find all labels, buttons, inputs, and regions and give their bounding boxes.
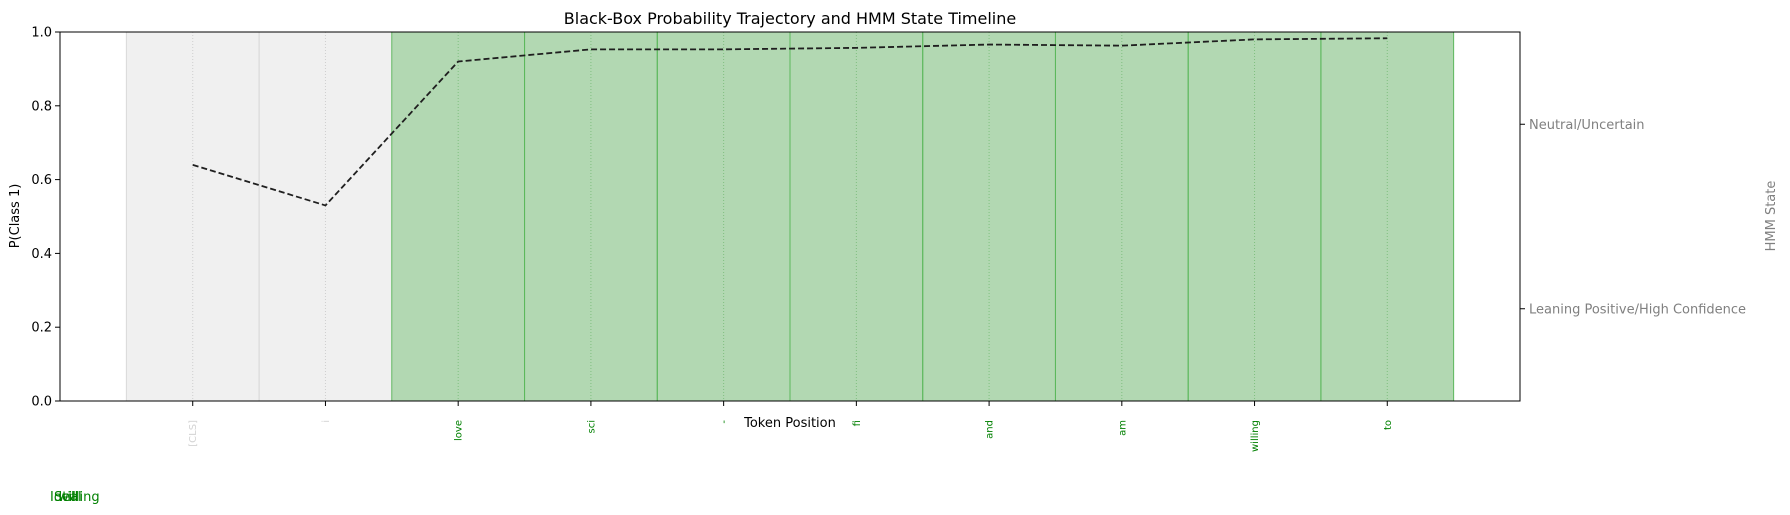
stray-label: Ideal bbox=[50, 490, 82, 505]
y-tick-label: 0.8 bbox=[31, 99, 52, 114]
right-tick-label: Leaning Positive/High Confidence bbox=[1529, 302, 1746, 317]
hmm-state-bands bbox=[125, 32, 1455, 401]
token-label: and bbox=[985, 420, 996, 439]
right-tick-label: Neutral/Uncertain bbox=[1529, 118, 1645, 133]
probability-series bbox=[192, 37, 1388, 207]
x-token-labels: [CLS] i love sci - fi and am willing to bbox=[188, 401, 1394, 452]
state-band-positive bbox=[391, 32, 525, 401]
y-tick-label: 0.4 bbox=[31, 247, 52, 262]
token-label: - bbox=[719, 420, 730, 424]
token-label: love bbox=[454, 420, 465, 441]
y-tick-label: 0.2 bbox=[31, 321, 52, 336]
x-axis-label: Token Position bbox=[743, 416, 836, 431]
state-band-positive bbox=[524, 32, 658, 401]
state-band-positive bbox=[1320, 32, 1454, 401]
right-y-axis: Neutral/Uncertain Leaning Positive/High C… bbox=[1520, 118, 1746, 317]
stray-label: Still bbox=[54, 490, 78, 505]
chart-title: Black-Box Probability Trajectory and HMM… bbox=[564, 9, 1016, 28]
probability-line bbox=[192, 37, 1388, 207]
state-band-neutral bbox=[126, 32, 260, 401]
state-band-neutral bbox=[259, 32, 392, 401]
state-band-positive bbox=[790, 32, 923, 401]
y-tick-label: 1.0 bbox=[31, 26, 52, 41]
state-band-positive bbox=[657, 32, 790, 401]
left-y-axis: 0.0 0.2 0.4 0.6 0.8 1.0 bbox=[31, 26, 60, 410]
y-tick-label: 0.6 bbox=[31, 173, 52, 188]
token-label: [CLS] bbox=[188, 420, 199, 447]
y-tick-label: 0.0 bbox=[31, 395, 52, 410]
right-axis-label: HMM State bbox=[1764, 181, 1779, 252]
plot-frame bbox=[59, 31, 1521, 402]
y-axis-label: P(Class 1) bbox=[8, 184, 23, 249]
state-band-positive bbox=[1188, 32, 1321, 401]
state-band-positive bbox=[1055, 32, 1189, 401]
stray-label: willing bbox=[58, 490, 100, 505]
token-label: am bbox=[1117, 420, 1128, 436]
state-band-positive bbox=[922, 32, 1056, 401]
x-axis-label-backdrop bbox=[735, 412, 845, 432]
token-label: to bbox=[1383, 420, 1394, 430]
token-label: willing bbox=[1250, 420, 1261, 452]
token-label: sci bbox=[586, 420, 597, 434]
token-label: fi bbox=[852, 420, 863, 426]
token-label: i bbox=[321, 420, 332, 423]
